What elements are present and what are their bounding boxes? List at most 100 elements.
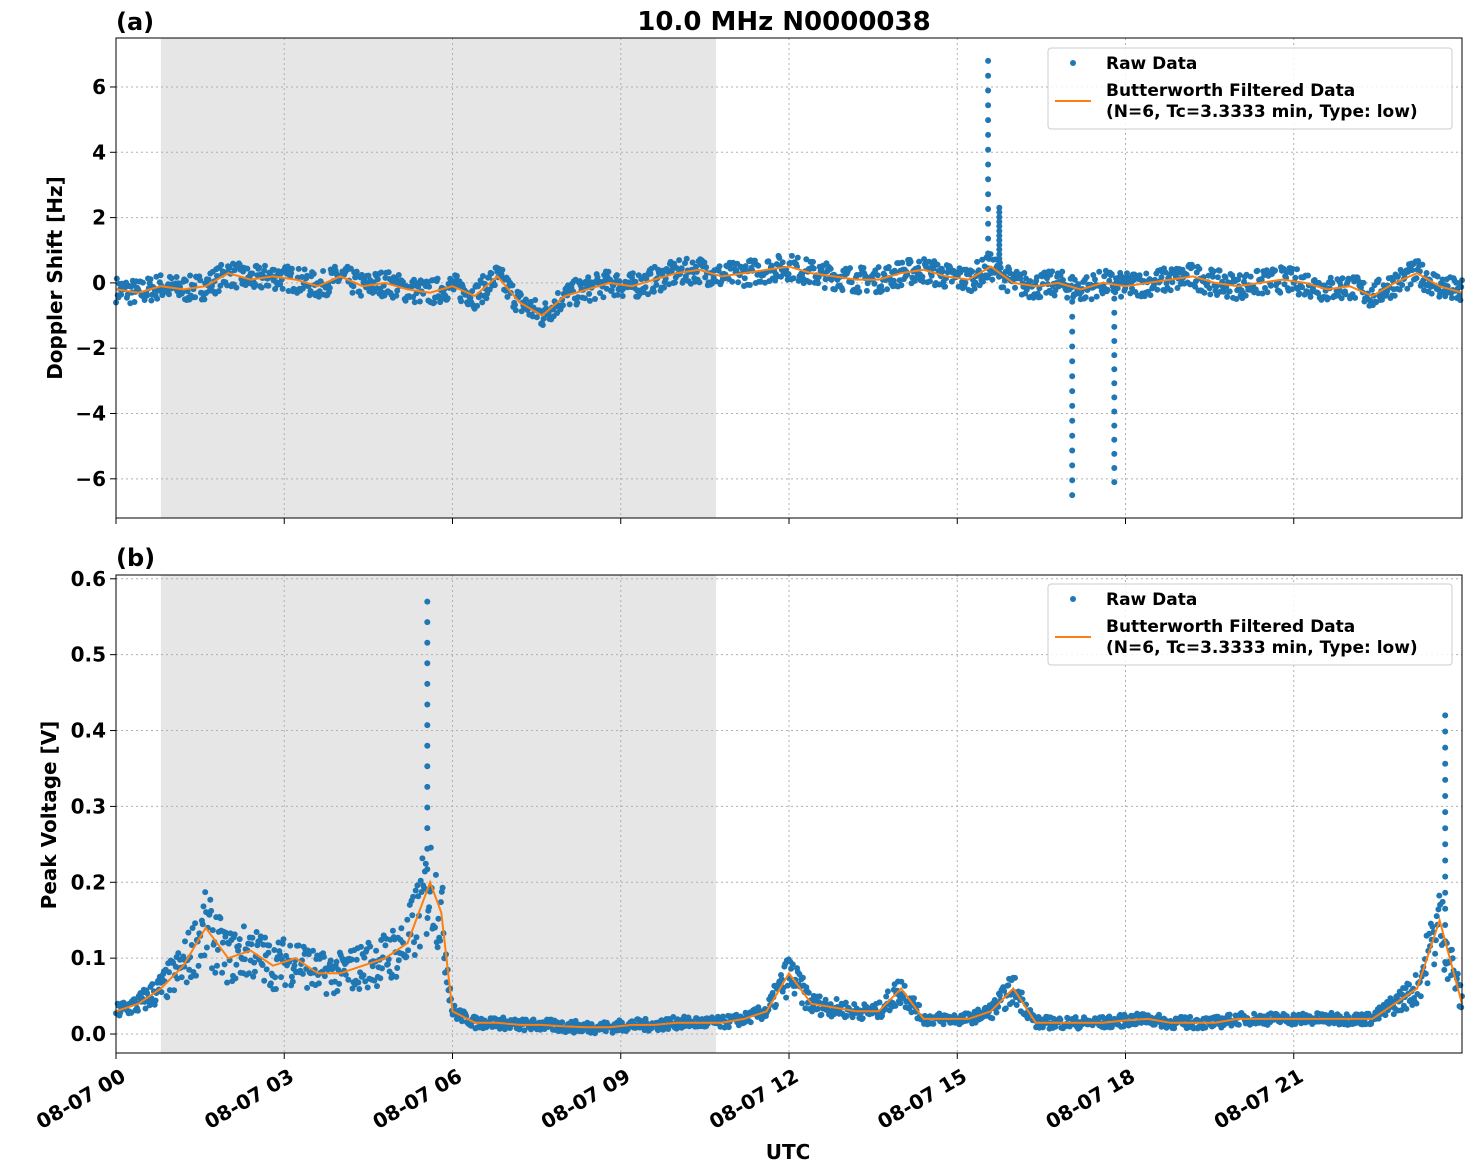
raw-data-point-a xyxy=(217,282,224,289)
raw-data-point-a xyxy=(875,264,882,271)
raw-data-point-a xyxy=(581,295,588,302)
raw-data-point-a xyxy=(1267,282,1274,289)
raw-data-point-b xyxy=(415,893,422,900)
raw-data-point-b xyxy=(1001,987,1008,994)
raw-data-point-b xyxy=(416,943,423,950)
raw-spike-point-a xyxy=(1069,477,1076,484)
raw-data-point-a xyxy=(1395,273,1401,280)
raw-data-point-a xyxy=(416,298,423,305)
raw-data-point-a xyxy=(885,264,892,270)
raw-data-point-b xyxy=(152,997,159,1004)
raw-data-point-a xyxy=(1338,295,1345,302)
raw-data-point-a xyxy=(1083,274,1090,281)
raw-data-point-a xyxy=(1147,292,1154,299)
raw-spike-point-a xyxy=(1111,408,1118,415)
raw-data-point-a xyxy=(385,269,392,276)
raw-data-point-a xyxy=(251,280,258,287)
raw-data-point-a xyxy=(1049,268,1056,275)
raw-data-point-b xyxy=(271,947,278,953)
raw-spike-point-a xyxy=(985,87,992,94)
raw-data-point-a xyxy=(597,290,603,296)
raw-data-point-b xyxy=(1382,1012,1389,1019)
raw-data-point-b xyxy=(203,944,210,951)
y-axis-label-b: Peak Voltage [V] xyxy=(37,721,61,910)
raw-data-point-b xyxy=(171,987,178,994)
raw-data-point-a xyxy=(144,292,151,299)
raw-data-point-b xyxy=(356,986,363,992)
raw-data-point-b xyxy=(209,965,215,972)
raw-data-point-b xyxy=(412,887,419,894)
raw-spike-point-a xyxy=(1069,417,1076,424)
raw-spike-point-a xyxy=(996,246,1003,253)
x-tick-label: 08-07 15 xyxy=(873,1064,971,1134)
raw-data-point-b xyxy=(409,912,416,919)
raw-data-point-a xyxy=(1220,288,1227,295)
raw-data-point-a xyxy=(1358,284,1364,291)
raw-data-point-a xyxy=(671,279,678,286)
raw-spike-point-a xyxy=(985,131,992,138)
raw-data-point-a xyxy=(187,272,194,279)
raw-data-point-a xyxy=(860,265,867,271)
raw-data-point-a xyxy=(431,299,438,306)
raw-data-point-a xyxy=(395,272,402,278)
raw-data-point-a xyxy=(927,278,933,285)
raw-data-point-a xyxy=(716,263,723,270)
raw-data-point-a xyxy=(1294,266,1300,273)
raw-data-point-a xyxy=(480,273,486,279)
raw-spike-point-a xyxy=(1111,323,1118,330)
shaded-region-b xyxy=(160,575,717,1053)
raw-spike-point-b xyxy=(424,639,431,646)
raw-data-point-a xyxy=(350,283,357,290)
raw-data-point-a xyxy=(378,269,385,276)
raw-data-point-b xyxy=(1012,974,1018,981)
raw-data-point-a xyxy=(1258,276,1265,283)
raw-data-point-b xyxy=(1009,999,1016,1006)
raw-data-point-b xyxy=(791,990,798,997)
raw-data-point-b xyxy=(379,965,385,972)
raw-data-point-a xyxy=(839,287,846,294)
raw-data-point-a xyxy=(1064,294,1071,301)
raw-data-point-b xyxy=(208,907,215,914)
raw-data-point-b xyxy=(219,939,226,946)
raw-spike-point-a xyxy=(996,260,1003,267)
raw-data-point-a xyxy=(729,278,736,285)
x-tick-label: 08-07 03 xyxy=(200,1064,298,1134)
raw-data-point-b xyxy=(233,961,240,968)
raw-data-point-b xyxy=(799,974,806,981)
raw-data-point-b xyxy=(423,931,430,937)
raw-data-point-b xyxy=(1406,981,1412,988)
legend-label-filtered-b-line2: (N=6, Tc=3.3333 min, Type: low) xyxy=(1106,638,1418,658)
raw-spike-point-b xyxy=(424,619,431,626)
raw-data-point-b xyxy=(816,993,823,1000)
raw-data-point-a xyxy=(1292,274,1299,281)
raw-spike-point-b xyxy=(1442,728,1449,735)
raw-data-point-a xyxy=(899,259,906,266)
raw-data-point-a xyxy=(701,259,708,266)
raw-data-point-a xyxy=(426,283,433,290)
raw-data-point-a xyxy=(1000,284,1007,291)
raw-data-point-b xyxy=(1403,1005,1410,1012)
raw-data-point-b xyxy=(193,972,199,979)
raw-spike-point-a xyxy=(996,204,1003,211)
raw-data-point-a xyxy=(607,276,614,283)
raw-spike-point-a xyxy=(1069,313,1076,320)
raw-data-point-b xyxy=(240,923,247,930)
raw-data-point-a xyxy=(192,294,199,301)
raw-data-point-b xyxy=(1375,1015,1382,1022)
raw-data-point-a xyxy=(1124,270,1130,277)
raw-data-point-b xyxy=(320,953,327,960)
raw-data-point-a xyxy=(1409,267,1416,274)
raw-data-point-b xyxy=(221,961,228,968)
raw-data-point-a xyxy=(1224,293,1231,300)
raw-data-point-b xyxy=(207,896,214,903)
raw-spike-point-a xyxy=(996,228,1003,234)
raw-data-point-a xyxy=(683,255,690,262)
raw-data-point-a xyxy=(785,271,792,277)
raw-data-point-b xyxy=(398,925,405,932)
raw-data-point-b xyxy=(144,990,151,997)
raw-data-point-b xyxy=(360,972,367,979)
raw-data-point-a xyxy=(1209,273,1216,280)
raw-spike-point-a xyxy=(985,176,992,183)
raw-data-point-a xyxy=(847,265,853,272)
raw-data-point-a xyxy=(1201,289,1208,296)
